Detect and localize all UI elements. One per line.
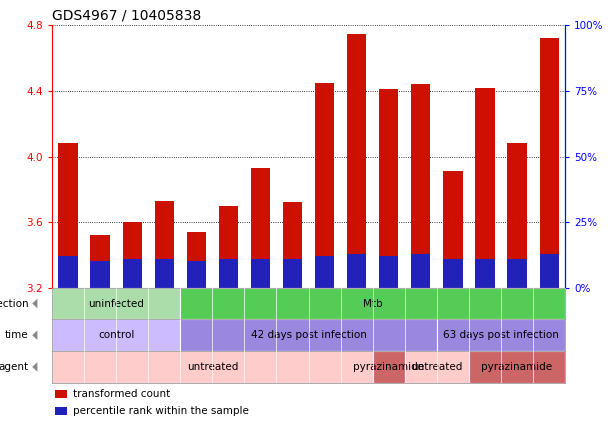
Bar <box>283 259 302 288</box>
Bar <box>251 168 270 288</box>
Text: pyrazinamide: pyrazinamide <box>481 362 552 372</box>
Bar <box>180 319 437 351</box>
Text: percentile rank within the sample: percentile rank within the sample <box>73 406 249 416</box>
Bar <box>405 351 469 383</box>
Bar <box>507 143 527 288</box>
Bar <box>373 351 404 383</box>
Text: uninfected: uninfected <box>88 299 144 308</box>
Bar <box>52 288 180 319</box>
Bar <box>469 351 565 383</box>
Bar <box>219 206 238 288</box>
Bar <box>379 256 398 288</box>
Text: Mtb: Mtb <box>363 299 382 308</box>
Text: GDS4967 / 10405838: GDS4967 / 10405838 <box>52 9 201 23</box>
Text: transformed count: transformed count <box>73 389 170 399</box>
Text: 63 days post infection: 63 days post infection <box>443 330 559 340</box>
Bar <box>52 351 373 383</box>
Text: untreated: untreated <box>186 362 238 372</box>
Bar <box>155 201 174 288</box>
Bar <box>90 235 110 288</box>
Bar <box>379 89 398 288</box>
Bar <box>54 390 67 398</box>
Bar <box>347 33 367 288</box>
Bar <box>90 261 110 288</box>
Bar <box>187 261 206 288</box>
Bar <box>411 84 430 288</box>
Bar <box>59 256 78 288</box>
Bar <box>54 407 67 415</box>
Polygon shape <box>32 362 37 372</box>
Bar <box>52 319 180 351</box>
Bar <box>475 88 495 288</box>
Bar <box>475 259 495 288</box>
Text: infection: infection <box>0 299 29 308</box>
Bar <box>59 143 78 288</box>
Bar <box>437 319 565 351</box>
Bar <box>315 256 334 288</box>
Text: untreated: untreated <box>411 362 463 372</box>
Bar <box>122 222 142 288</box>
Bar <box>251 259 270 288</box>
Polygon shape <box>32 299 37 308</box>
Bar <box>122 259 142 288</box>
Bar <box>443 259 463 288</box>
Text: 42 days post infection: 42 days post infection <box>251 330 367 340</box>
Bar <box>540 38 558 288</box>
Polygon shape <box>32 330 37 340</box>
Bar <box>507 259 527 288</box>
Text: pyrazinamide: pyrazinamide <box>353 362 424 372</box>
Text: agent: agent <box>0 362 29 372</box>
Bar <box>540 253 558 288</box>
Bar <box>180 288 565 319</box>
Bar <box>315 83 334 288</box>
Bar <box>219 259 238 288</box>
Bar <box>443 171 463 288</box>
Text: control: control <box>98 330 134 340</box>
Bar <box>283 203 302 288</box>
Bar <box>347 253 367 288</box>
Bar <box>411 253 430 288</box>
Bar <box>187 232 206 288</box>
Bar <box>155 259 174 288</box>
Text: time: time <box>5 330 29 340</box>
